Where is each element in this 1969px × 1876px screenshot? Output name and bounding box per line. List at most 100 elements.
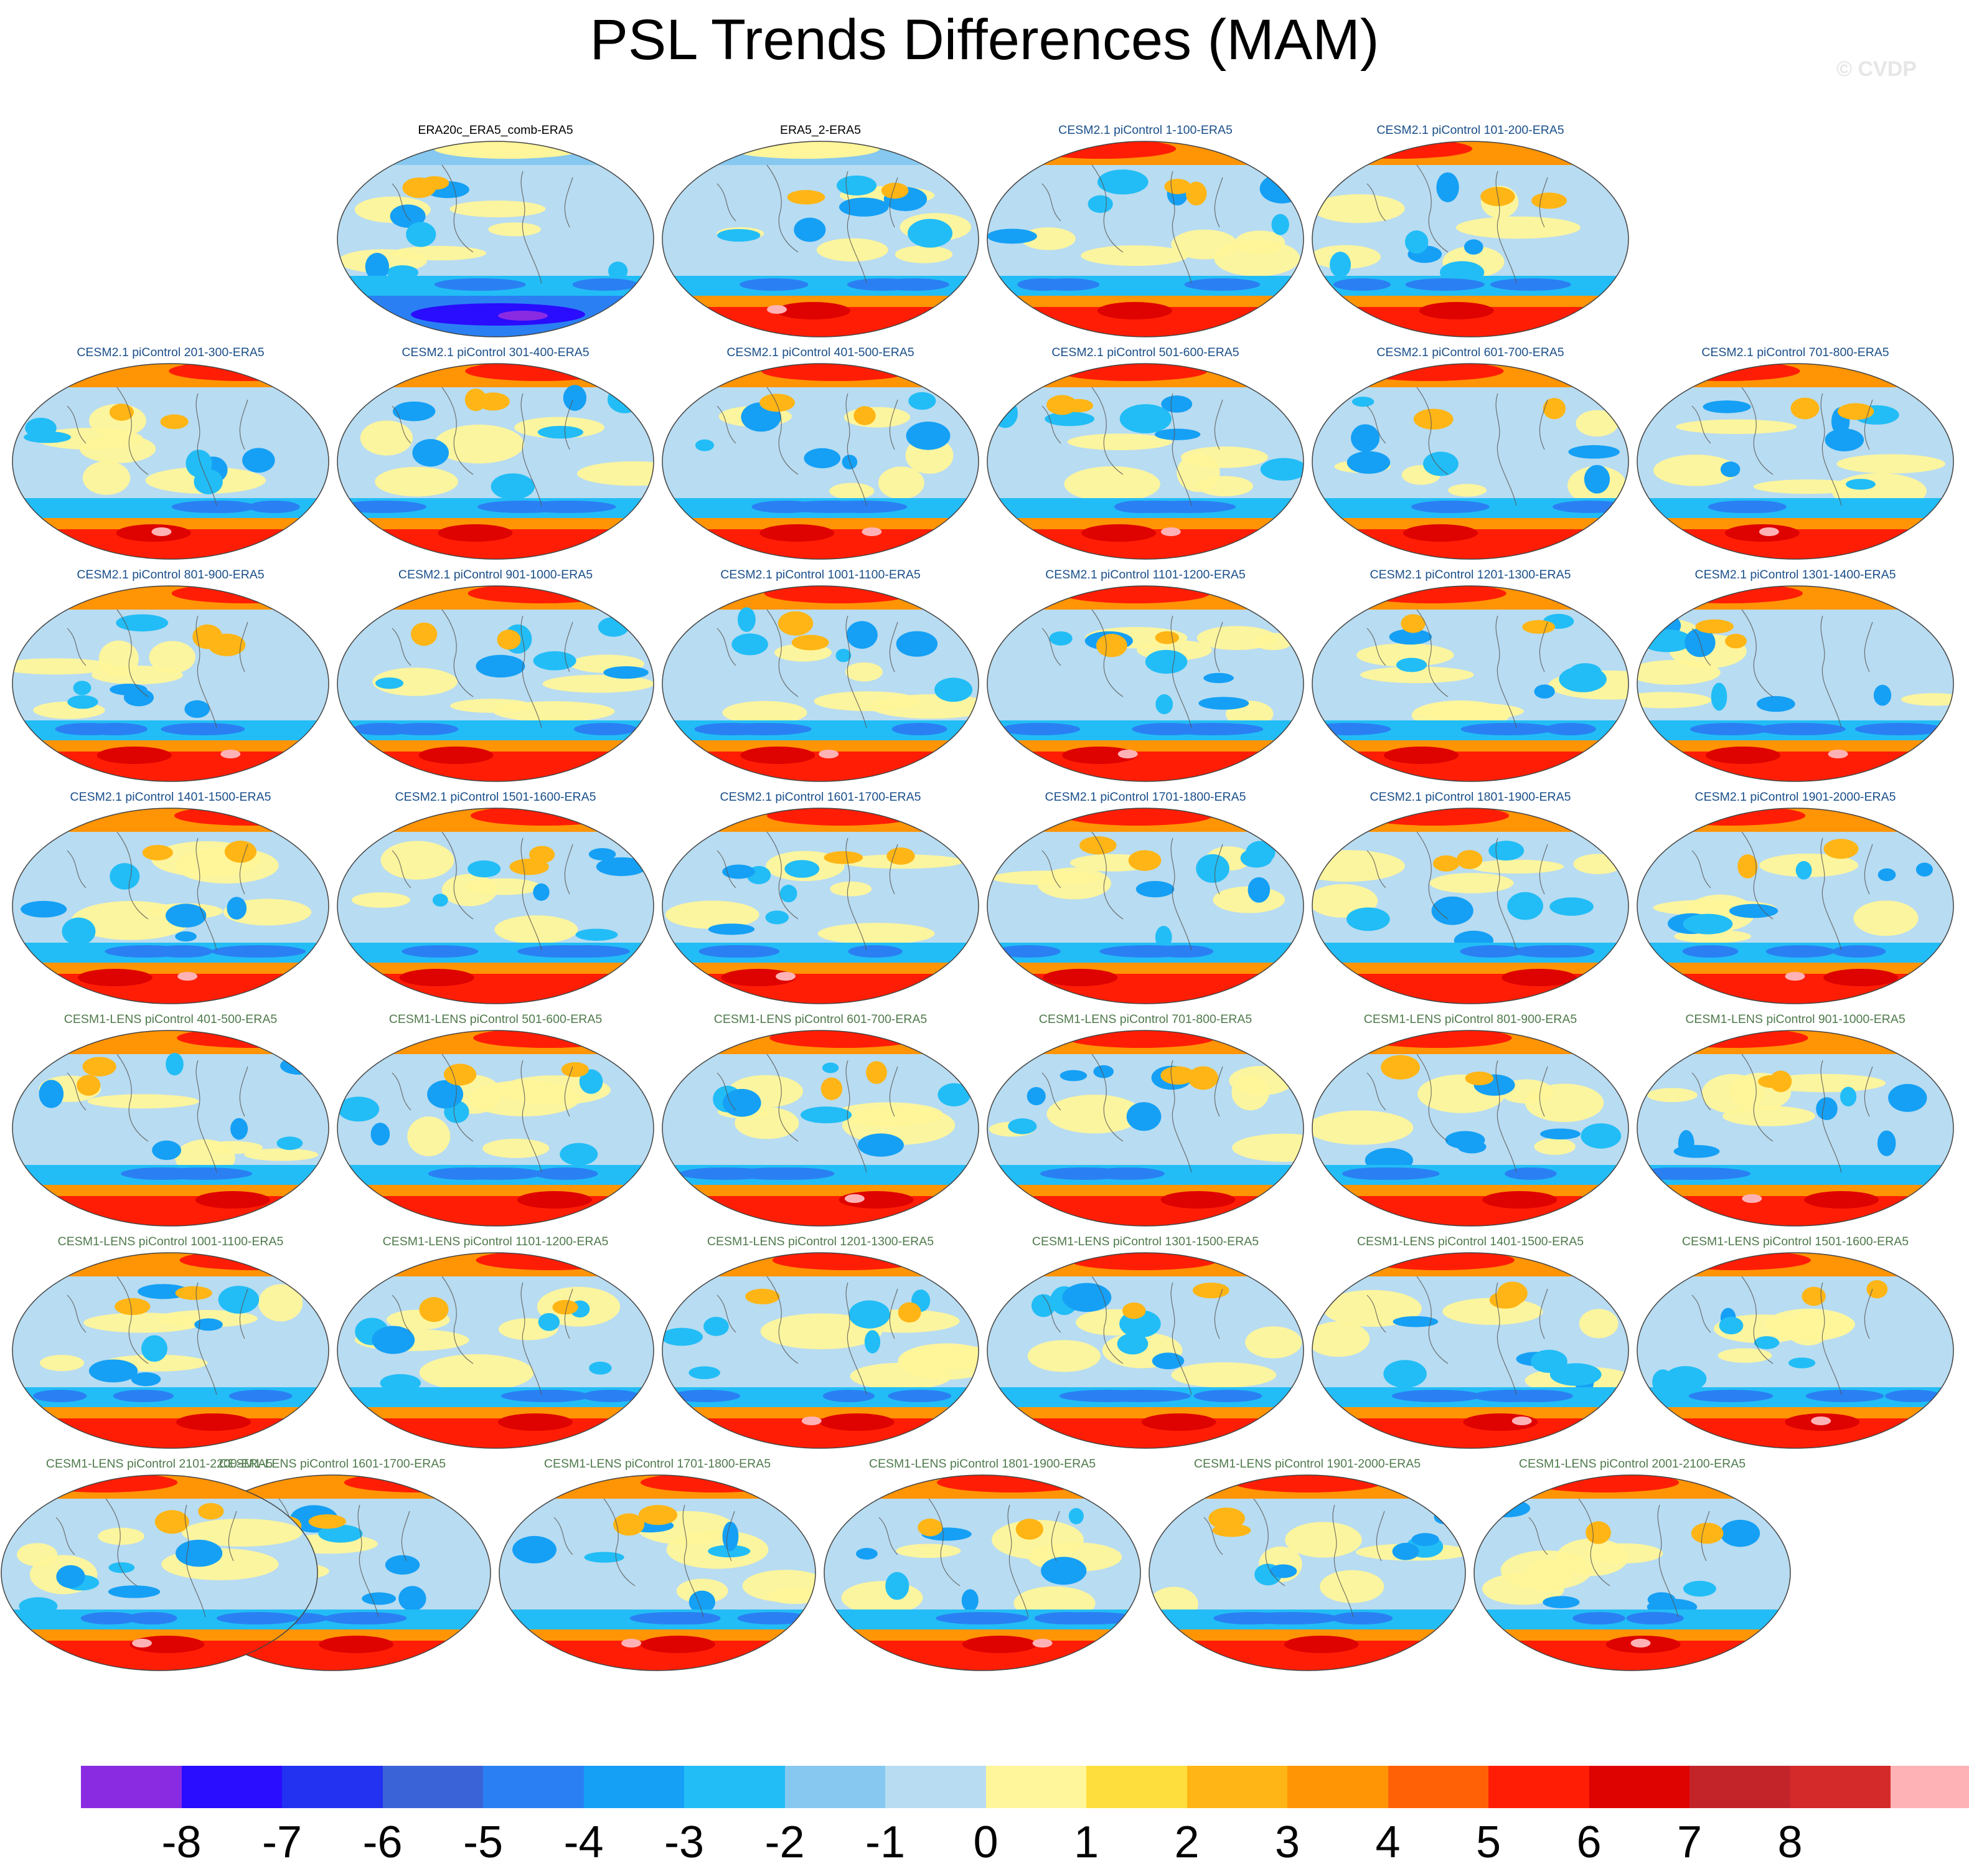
panel-label: CESM1-LENS piControl 401-500-ERA5 [63, 1012, 278, 1026]
colorbar-swatch [382, 1766, 484, 1808]
panel-label: CESM2.1 piControl 901-1000-ERA5 [398, 568, 593, 582]
map-projection [1312, 141, 1629, 337]
colorbar-tick-label: 0 [973, 1817, 999, 1867]
map-projection [12, 808, 329, 1004]
colorbar-tick-label: 4 [1375, 1817, 1401, 1867]
map-projection [662, 1030, 979, 1227]
panel-label: ERA5_2-ERA5 [779, 123, 862, 137]
map-projection [1637, 808, 1954, 1004]
map-projection [1312, 585, 1629, 782]
panel-label: CESM1-LENS piControl 1901-2000-ERA5 [1193, 1457, 1421, 1471]
panel-label: CESM1-LENS piControl 701-800-ERA5 [1038, 1012, 1252, 1026]
panel-label: CESM1-LENS piControl 1101-1200-ERA5 [382, 1235, 609, 1248]
map-projection [1637, 585, 1954, 782]
map-projection [1149, 1474, 1466, 1671]
panel-label: CESM1-LENS piControl 1301-1500-ERA5 [1031, 1235, 1259, 1248]
map-panel: CESM1-LENS piControl 1101-1200-ERA5 [336, 1235, 655, 1449]
map-panel: CESM2.1 piControl 1701-1800-ERA5 [986, 790, 1305, 1005]
colorbar-swatch [1790, 1766, 1891, 1808]
panel-label: CESM2.1 piControl 601-700-ERA5 [1376, 346, 1564, 359]
colorbar-swatch [1891, 1766, 1969, 1808]
panel-label: CESM2.1 piControl 1501-1600-ERA5 [395, 790, 596, 804]
colorbar-swatch [1488, 1766, 1589, 1808]
colorbar-tick-label: 8 [1777, 1817, 1803, 1867]
map-projection [337, 363, 654, 560]
colorbar-swatch [483, 1766, 584, 1808]
colorbar-swatch [784, 1766, 886, 1808]
map-projection [12, 1030, 329, 1227]
map-projection [987, 363, 1304, 560]
map-panel: CESM2.1 piControl 101-200-ERA5 [1311, 123, 1630, 338]
map-projection [1312, 363, 1629, 560]
map-projection [987, 141, 1304, 337]
map-panel: CESM2.1 piControl 501-600-ERA5 [986, 346, 1305, 560]
colorbar-tick-label: -2 [764, 1817, 805, 1867]
map-projection [1637, 1030, 1954, 1227]
map-panel: CESM1-LENS piControl 501-600-ERA5 [336, 1012, 655, 1227]
map-panel: CESM1-LENS piControl 1701-1800-ERA5 [498, 1457, 817, 1672]
colorbar-tick-label: 3 [1274, 1817, 1300, 1867]
watermark: © CVDP [1836, 57, 1917, 81]
panel-label: CESM2.1 piControl 1101-1200-ERA5 [1045, 568, 1246, 582]
panel-label: CESM2.1 piControl 1801-1900-ERA5 [1370, 790, 1571, 804]
map-panel: ERA5_2-ERA5 [661, 123, 980, 338]
map-projection [987, 808, 1304, 1004]
colorbar-tick-label: 1 [1073, 1817, 1099, 1867]
panel-label: CESM2.1 piControl 1401-1500-ERA5 [70, 790, 271, 804]
colorbar-swatch [985, 1766, 1087, 1808]
colorbar-swatch [1187, 1766, 1288, 1808]
map-projection [337, 1252, 654, 1449]
map-projection [1, 1474, 318, 1671]
colorbar-tick-label: -8 [161, 1817, 202, 1867]
map-projection [987, 1030, 1304, 1227]
colorbar-tick-label: 7 [1676, 1817, 1703, 1867]
map-panel: CESM1-LENS piControl 701-800-ERA5 [986, 1012, 1305, 1227]
panel-label: CESM2.1 piControl 1301-1400-ERA5 [1694, 568, 1896, 582]
map-panel: ERA20c_ERA5_comb-ERA5 [336, 123, 655, 338]
colorbar-swatch [1589, 1766, 1690, 1808]
panel-label: CESM1-LENS piControl 2101-2200-ERA5 [45, 1457, 273, 1471]
map-projection [1637, 363, 1954, 560]
panel-label: CESM2.1 piControl 501-600-ERA5 [1051, 346, 1239, 359]
map-panel: CESM2.1 piControl 301-400-ERA5 [336, 346, 655, 560]
map-panel: CESM1-LENS piControl 2101-2200-ERA5 [0, 1457, 319, 1672]
map-projection [662, 363, 979, 560]
map-panel: CESM2.1 piControl 801-900-ERA5 [11, 568, 330, 783]
map-panel: CESM1-LENS piControl 2001-2100-ERA5 [1473, 1457, 1792, 1672]
panel-label: CESM1-LENS piControl 1501-1600-ERA5 [1681, 1235, 1909, 1248]
panel-label: CESM2.1 piControl 1701-1800-ERA5 [1045, 790, 1246, 804]
map-panel: CESM2.1 piControl 701-800-ERA5 [1636, 346, 1955, 560]
panel-label: CESM2.1 piControl 801-900-ERA5 [77, 568, 265, 582]
map-panel: CESM2.1 piControl 901-1000-ERA5 [336, 568, 655, 783]
map-panel: CESM2.1 piControl 401-500-ERA5 [661, 346, 980, 560]
map-panel: CESM2.1 piControl 601-700-ERA5 [1311, 346, 1630, 560]
map-projection [1473, 1474, 1791, 1671]
map-panel: CESM1-LENS piControl 601-700-ERA5 [661, 1012, 980, 1227]
map-panel: CESM2.1 piControl 1501-1600-ERA5 [336, 790, 655, 1005]
colorbar-swatch [885, 1766, 986, 1808]
panel-label: CESM2.1 piControl 701-800-ERA5 [1701, 346, 1889, 359]
map-panel: CESM1-LENS piControl 1201-1300-ERA5 [661, 1235, 980, 1449]
colorbar-tick-label: -1 [865, 1817, 906, 1867]
colorbar-tick-label: 2 [1174, 1817, 1200, 1867]
colorbar-tick-label: -3 [664, 1817, 705, 1867]
panel-label: CESM1-LENS piControl 1601-1700-ERA5 [219, 1457, 446, 1471]
map-projection [337, 585, 654, 782]
colorbar-tick-label: -5 [463, 1817, 504, 1867]
colorbar-swatch [1287, 1766, 1388, 1808]
panel-label: CESM1-LENS piControl 601-700-ERA5 [713, 1012, 928, 1026]
colorbar-swatch [583, 1766, 685, 1808]
map-panel: CESM1-LENS piControl 801-900-ERA5 [1311, 1012, 1630, 1227]
panel-label: CESM1-LENS piControl 801-900-ERA5 [1363, 1012, 1577, 1026]
map-projection [337, 1030, 654, 1227]
panel-label: CESM2.1 piControl 1201-1300-ERA5 [1370, 568, 1571, 582]
map-panel: CESM2.1 piControl 1-100-ERA5 [986, 123, 1305, 338]
page-title: PSL Trends Differences (MAM) [590, 8, 1379, 72]
map-panel: CESM2.1 piControl 201-300-ERA5 [11, 346, 330, 560]
map-projection [12, 585, 329, 782]
map-panel: CESM1-LENS piControl 1501-1600-ERA5 [1636, 1235, 1955, 1449]
map-projection [662, 1252, 979, 1449]
map-projection [1637, 1252, 1954, 1449]
panel-label: CESM1-LENS piControl 501-600-ERA5 [388, 1012, 603, 1026]
map-panel: CESM1-LENS piControl 1001-1100-ERA5 [11, 1235, 330, 1449]
